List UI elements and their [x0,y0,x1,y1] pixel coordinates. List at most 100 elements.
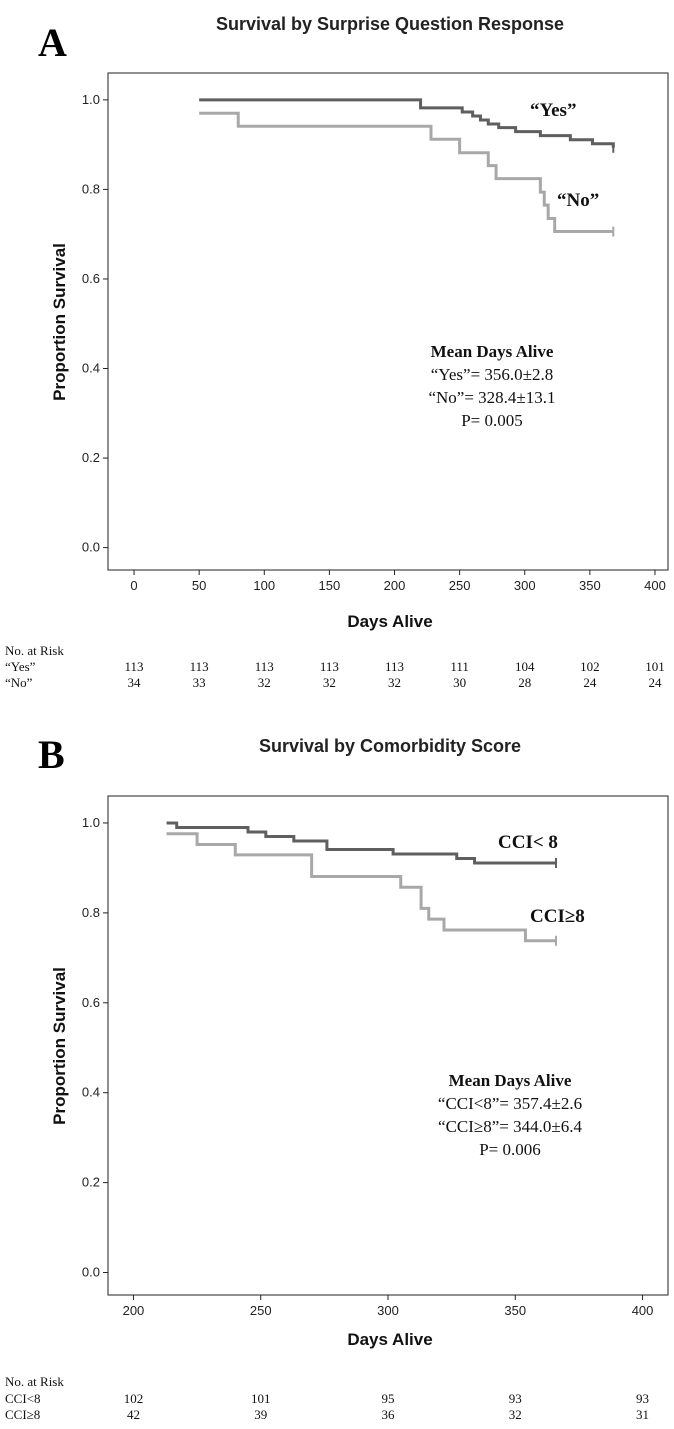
panel-a-risk-header: No. at Risk [5,643,64,658]
risk-value: 24 [648,675,662,690]
risk-value: 34 [128,675,142,690]
panel-a-letter: A [38,20,67,65]
panel-b-title: Survival by Comorbidity Score [259,736,521,756]
panel-a-y-ticks: 0.0 0.2 0.4 0.6 0.8 1.0 [82,92,108,555]
y-tick-label: 0.6 [82,995,100,1010]
panel-b-letter: B [38,732,65,777]
risk-value: 32 [323,675,336,690]
risk-value: 32 [258,675,271,690]
x-tick-label: 300 [514,578,536,593]
y-tick-label: 0.6 [82,271,100,286]
panel-a-y-axis-title: Proportion Survival [50,243,69,401]
survival-curve-series-1 [166,821,556,865]
panel-b-annotation-cci-low: “CCI<8”= 357.4±2.6 [438,1094,582,1113]
y-tick-label: 0.2 [82,1175,100,1190]
panel-a-series-label-no: “No” [557,190,599,211]
panel-b-risk-values: 102 101 95 93 93 42 39 36 32 31 [124,1391,649,1422]
y-tick-label: 0.4 [82,361,100,376]
x-tick-label: 400 [644,578,666,593]
panel-a-x-ticks: 0 50 100 150 200 250 300 350 400 [130,570,666,593]
panel-b: B Survival by Comorbidity Score 0.00.20.… [5,732,669,1422]
x-tick-label: 400 [632,1303,654,1318]
y-tick-label: 0.8 [82,905,100,920]
panel-b-risk-header: No. at Risk [5,1374,64,1389]
survival-curve-series-1 [199,98,615,148]
panel-a-risk-values: 113 113 113 113 113 111 104 102 101 34 33 32 32 32 30 2… [125,659,665,690]
x-tick-label: 150 [319,578,341,593]
risk-value: 102 [124,1391,144,1406]
y-tick-label: 0.2 [82,450,100,465]
panel-a-x-axis-title: Days Alive [347,612,432,631]
panel-a-annotation-yes: “Yes”= 356.0±2.8 [431,365,554,384]
risk-value: 104 [515,659,535,674]
panel-b-series-label-cci-low: CCI< 8 [498,832,558,853]
panel-b-x-ticks: 200 250 300 350 400 [123,1295,654,1318]
risk-value: 33 [193,675,206,690]
risk-value: 113 [385,659,404,674]
panel-a-annotation-no: “No”= 328.4±13.1 [428,388,555,407]
y-tick-label: 0.8 [82,181,100,196]
panel-b-annotation: Mean Days Alive “CCI<8”= 357.4±2.6 “CCI≥… [438,1071,583,1159]
risk-value: 113 [125,659,144,674]
y-tick-label: 1.0 [82,92,100,107]
risk-value: 32 [388,675,401,690]
x-tick-label: 300 [377,1303,399,1318]
survival-curve-series-2 [166,832,556,943]
risk-value: 93 [636,1391,649,1406]
panel-b-risk-table: No. at Risk CCI<8 CCI≥8 102 101 95 93 93 42 39… [5,1374,649,1422]
panel-a-annotation: Mean Days Alive “Yes”= 356.0±2.8 “No”= 3… [428,342,555,430]
risk-value: 95 [382,1391,395,1406]
panel-b-y-ticks: 0.0 0.2 0.4 0.6 0.8 1.0 [82,815,108,1280]
risk-value: 102 [580,659,600,674]
panel-a-risk-row-label-yes: “Yes” [5,659,36,674]
risk-value: 39 [254,1407,267,1422]
panel-b-plot-frame [107,795,669,1296]
risk-value: 113 [255,659,274,674]
risk-value: 113 [320,659,339,674]
panel-b-series-label-cci-high: CCI≥8 [530,906,585,927]
panel-a-curves [199,98,615,237]
x-tick-label: 100 [253,578,275,593]
risk-value: 101 [645,659,665,674]
panel-a-risk-table: No. at Risk “Yes” “No” 113 113 113 113 113 11… [5,643,665,690]
y-tick-label: 0.0 [82,540,100,555]
risk-value: 93 [509,1391,522,1406]
survival-curve-series-2 [199,111,614,234]
x-tick-label: 200 [123,1303,145,1318]
risk-value: 36 [382,1407,396,1422]
risk-value: 30 [453,675,466,690]
panel-a-risk-row-label-no: “No” [5,675,33,690]
x-tick-label: 50 [192,578,206,593]
panel-a: A Survival by Surprise Question Response… [5,14,669,690]
y-tick-label: 0.0 [82,1265,100,1280]
risk-value: 101 [251,1391,271,1406]
panel-b-curves [166,821,557,946]
risk-value: 24 [583,675,597,690]
panel-b-annotation-cci-high: “CCI≥8”= 344.0±6.4 [438,1117,582,1136]
panel-a-annotation-p-value: P= 0.005 [461,411,523,430]
x-tick-label: 200 [384,578,406,593]
risk-value: 42 [127,1407,140,1422]
panel-a-plot-frame [107,72,669,571]
panel-b-annotation-p-value: P= 0.006 [479,1140,541,1159]
risk-value: 32 [509,1407,522,1422]
panel-a-series-label-yes: “Yes” [530,100,576,121]
x-tick-label: 350 [504,1303,526,1318]
panel-b-annotation-heading: Mean Days Alive [449,1071,572,1090]
y-tick-label: 1.0 [82,815,100,830]
risk-value: 113 [190,659,209,674]
x-tick-label: 250 [449,578,471,593]
risk-value: 28 [518,675,531,690]
x-tick-label: 0 [130,578,137,593]
panel-b-x-axis-title: Days Alive [347,1330,432,1349]
risk-value: 111 [450,659,469,674]
x-tick-label: 250 [250,1303,272,1318]
panel-a-title: Survival by Surprise Question Response [216,14,564,34]
panel-b-risk-row-label-cci-high: CCI≥8 [5,1407,40,1422]
risk-value: 31 [636,1407,649,1422]
x-tick-label: 350 [579,578,601,593]
panel-b-y-axis-title: Proportion Survival [50,967,69,1125]
panel-b-risk-row-label-cci-low: CCI<8 [5,1391,41,1406]
y-tick-label: 0.4 [82,1085,100,1100]
